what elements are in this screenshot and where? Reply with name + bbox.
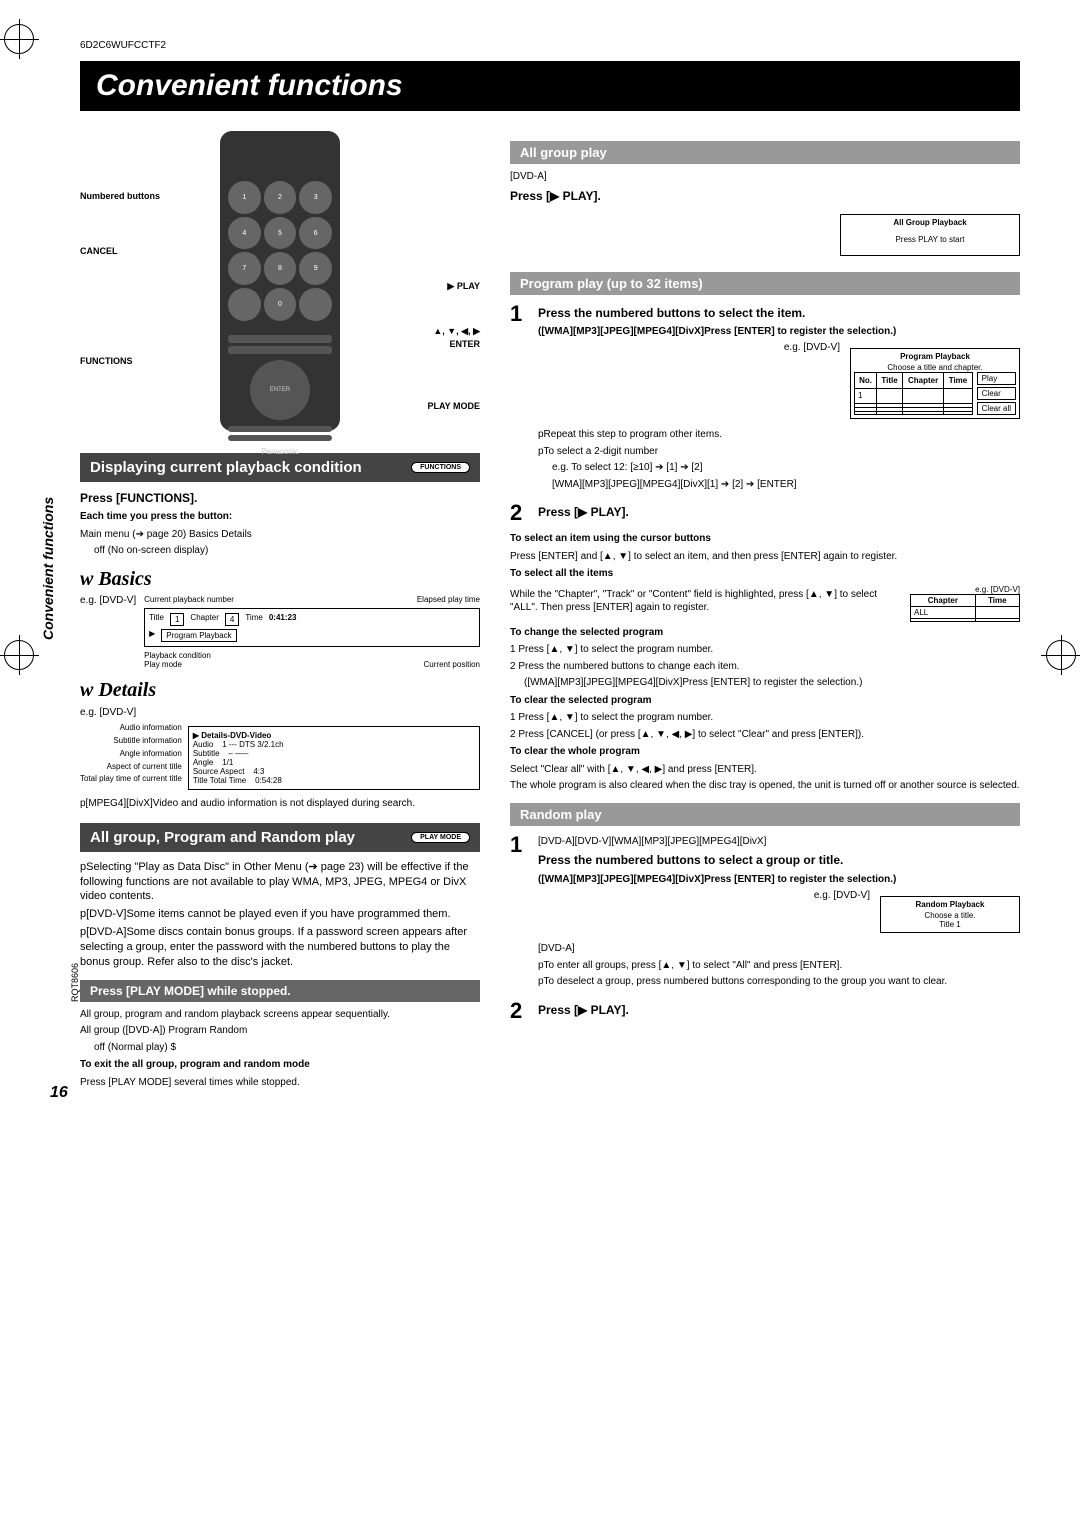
s2-subline: All group, program and random playback s… [80, 1008, 480, 1022]
remote-brand: Panasonic [228, 447, 332, 456]
rp-eg: e.g. [DVD-V] [814, 890, 870, 939]
press-functions: Press [FUNCTIONS]. [80, 490, 480, 506]
basics-l1: Current playback number [144, 595, 234, 604]
remote-btn [299, 288, 332, 321]
pp-t2h: To select all the items [510, 567, 1020, 581]
remote-btn: 4 [228, 217, 261, 250]
pp-t3b2: 2 Press the numbered buttons to change e… [510, 660, 1020, 674]
basics-l4: Play mode [144, 660, 182, 669]
cycle-line2: off (No on-screen display) [94, 544, 480, 558]
remote-btn: 9 [299, 252, 332, 285]
functions-button-icon: FUNCTIONS [411, 462, 470, 473]
pp-r4: [WMA][MP3][JPEG][MPEG4][DivX][1] ➔ [2] ➔… [552, 478, 1020, 492]
pp-eg: e.g. [DVD-V] [784, 342, 840, 353]
remote-label-enter: ENTER [449, 339, 480, 349]
rp-tag2: [DVD-A] [538, 942, 1020, 956]
remote-label-numbered: Numbered buttons [80, 191, 160, 201]
playmode-button-icon: PLAY MODE [411, 832, 470, 843]
basics-head: w Basics [80, 568, 480, 591]
pp-step2: Press [▶ PLAY]. [538, 504, 1020, 520]
s2-p3: p[DVD-A]Some discs contain bonus groups.… [80, 925, 480, 970]
details-row: Subtitle information [80, 735, 182, 748]
pp-t1b: Press [ENTER] and [▲, ▼] to select an it… [510, 550, 1020, 564]
remote-diagram: 1 2 3 4 5 6 7 8 9 0 ENTER P [80, 131, 480, 441]
ag-panel-body: Press PLAY to start [844, 235, 1016, 244]
rp-tag: [DVD-A][DVD-V][WMA][MP3][JPEG][MPEG4][Di… [538, 835, 1020, 849]
pp-t4b1: 1 Press [▲, ▼] to select the program num… [510, 711, 1020, 725]
remote-btn: 5 [264, 217, 297, 250]
remote-label-playmode: PLAY MODE [427, 401, 480, 411]
details-note: p[MPEG4][DivX]Video and audio informatio… [80, 797, 480, 811]
pp-t2b: While the "Chapter", "Track" or "Content… [510, 588, 900, 619]
program-play-bar: Program play (up to 32 items) [510, 272, 1020, 295]
rqt-code: RQT8606 [70, 963, 80, 1002]
doc-id: 6D2C6WUFCCTF2 [80, 40, 1020, 51]
rp-head: Press the numbered buttons to select a g… [538, 852, 1020, 868]
each-time-line: Each time you press the button: [80, 510, 480, 524]
remote-btn: 0 [264, 288, 297, 321]
remote-btn: 7 [228, 252, 261, 285]
pp-t3b1: 1 Press [▲, ▼] to select the program num… [510, 643, 1020, 657]
remote-btn [228, 288, 261, 321]
details-row: Audio information [80, 722, 182, 735]
pp-t5h: To clear the whole program [510, 745, 1020, 759]
rp-step2: Press [▶ PLAY]. [538, 1002, 1020, 1018]
pp-t4h: To clear the selected program [510, 694, 1020, 708]
pp-t5b1: Select "Clear all" with [▲, ▼, ◀, ▶] and… [510, 763, 1020, 777]
ag-panel-title: All Group Playback [844, 218, 1016, 227]
remote-btn: 8 [264, 252, 297, 285]
step-2: 2 [510, 500, 528, 526]
remote-btn: 6 [299, 217, 332, 250]
s2-p2: p[DVD-V]Some items cannot be played even… [80, 907, 480, 922]
step-1-random: 1 [510, 832, 528, 992]
remote-label-play: ▶ PLAY [447, 281, 480, 292]
press-playmode-bar: Press [PLAY MODE] while stopped. [80, 980, 480, 1002]
details-eg: e.g. [DVD-V] [80, 706, 480, 720]
section-displaying: Displaying current playback condition FU… [80, 453, 480, 482]
s2-exit-head: To exit the all group, program and rando… [80, 1058, 480, 1072]
rp-r2: pTo deselect a group, press numbered but… [538, 975, 1020, 989]
pp-t4b2: 2 Press [CANCEL] (or press [▲, ▼, ◀, ▶] … [510, 728, 1020, 742]
s2-exit-body: Press [PLAY MODE] several times while st… [80, 1076, 480, 1090]
pp-step1-sub: ([WMA][MP3][JPEG][MPEG4][DivX]Press [ENT… [538, 325, 1020, 339]
cycle-line: Main menu (➔ page 20) Basics Details [80, 528, 480, 542]
pp-t3h: To change the selected program [510, 626, 1020, 640]
pp-t5b2: The whole program is also cleared when t… [510, 779, 1020, 793]
side-label: Convenient functions [40, 497, 56, 640]
page-number: 16 [50, 1084, 68, 1102]
details-row: Angle information [80, 748, 182, 761]
rp-sub: ([WMA][MP3][JPEG][MPEG4][DivX]Press [ENT… [538, 873, 1020, 887]
basics-l3: Playback condition [144, 651, 211, 660]
pp-t1h: To select an item using the cursor butto… [510, 532, 1020, 546]
ag-tag: [DVD-A] [510, 170, 1020, 184]
step-2-random: 2 [510, 998, 528, 1024]
pp-r3: e.g. To select 12: [≥10] ➔ [1] ➔ [2] [552, 461, 1020, 475]
details-head: w Details [80, 679, 480, 702]
details-row: Aspect of current title [80, 761, 182, 774]
basics-l5: Current position [424, 660, 480, 669]
remote-label-dirs: ▲, ▼, ◀, ▶ [433, 326, 480, 337]
remote-btn: 1 [228, 181, 261, 214]
page-title: Convenient functions [80, 61, 1020, 111]
s2-cycle2: off (Normal play) $ [94, 1041, 480, 1055]
rp-r1: pTo enter all groups, press [▲, ▼] to se… [538, 959, 1020, 973]
step-1: 1 [510, 301, 528, 495]
remote-label-cancel: CANCEL [80, 246, 118, 256]
s2-cycle1: All group ([DVD-A]) Program Random [80, 1024, 480, 1038]
pp-r2: pTo select a 2-digit number [538, 445, 1020, 459]
remote-btn: 2 [264, 181, 297, 214]
remote-label-functions: FUNCTIONS [80, 356, 133, 366]
ag-press: Press [▶ PLAY]. [510, 188, 1020, 204]
pp-t3b3: ([WMA][MP3][JPEG][MPEG4][DivX]Press [ENT… [524, 676, 1020, 690]
pp-r1: pRepeat this step to program other items… [538, 428, 1020, 442]
details-row: Total play time of current title [80, 773, 182, 786]
all-group-play-bar: All group play [510, 141, 1020, 164]
basics-l2: Elapsed play time [417, 595, 480, 604]
remote-btn: 3 [299, 181, 332, 214]
random-play-bar: Random play [510, 803, 1020, 826]
section-allgroup: All group, Program and Random play PLAY … [80, 823, 480, 852]
pp-step1-head: Press the numbered buttons to select the… [538, 305, 1020, 321]
basics-eg: e.g. [DVD-V] [80, 595, 136, 606]
s2-p1: pSelecting "Play as Data Disc" in Other … [80, 860, 480, 905]
